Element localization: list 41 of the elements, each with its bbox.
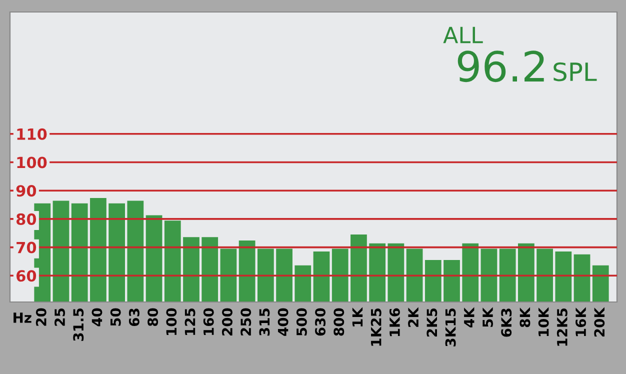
x-tick-label: 3K15: [445, 308, 456, 346]
x-tick-label: 1K6: [389, 308, 400, 336]
x-tick-label: 12K5: [556, 308, 568, 346]
x-tick-label: 400: [278, 308, 288, 336]
x-tick-label: 50: [110, 308, 121, 326]
x-tick-label: 500: [296, 308, 307, 336]
x-tick-label: 250: [240, 308, 252, 336]
x-tick-label: 16K: [576, 307, 586, 336]
y-tick-label: 80: [16, 213, 36, 225]
x-tick-label: 20: [36, 308, 46, 326]
y-tick-label: 90: [16, 185, 36, 197]
x-tick-label: 4K: [464, 307, 474, 328]
x-tick-label: 315: [259, 308, 270, 336]
y-tick-label: 110: [17, 128, 47, 140]
x-tick-label: 20K: [594, 307, 605, 337]
x-axis-title: Hz: [14, 312, 32, 323]
x-tick-label: 1K: [352, 307, 363, 326]
x-tick-label: 1K25: [370, 308, 382, 346]
x-tick-label: 80: [148, 308, 158, 326]
annotation: SPL: [554, 62, 597, 82]
x-tick-label: 5K: [482, 307, 494, 327]
x-tick-label: 800: [334, 308, 344, 336]
y-tick-label: 100: [17, 156, 47, 168]
x-tick-label: 2K: [408, 307, 418, 327]
x-tick-label: 2K5: [426, 308, 438, 337]
x-tick-label: 100: [166, 308, 177, 335]
x-tick-label: 25: [54, 308, 66, 326]
x-tick-label: 63: [128, 308, 140, 326]
x-tick-label: 125: [184, 308, 196, 335]
x-tick-label: 630: [315, 308, 326, 336]
annotation: 96.2: [458, 50, 544, 82]
x-tick-label: 10K: [538, 307, 549, 336]
x-tick-label: 8K: [520, 307, 530, 328]
y-tick-label: 70: [16, 242, 36, 254]
x-tick-label: 160: [203, 308, 214, 335]
x-tick-label: 200: [222, 308, 232, 336]
annotation: ALL: [443, 26, 483, 44]
x-tick-label: 40: [92, 308, 102, 326]
x-tick-label: 6K3: [501, 308, 512, 337]
y-tick-label: 60: [16, 270, 36, 282]
x-tick-label: 31.5: [73, 308, 84, 341]
